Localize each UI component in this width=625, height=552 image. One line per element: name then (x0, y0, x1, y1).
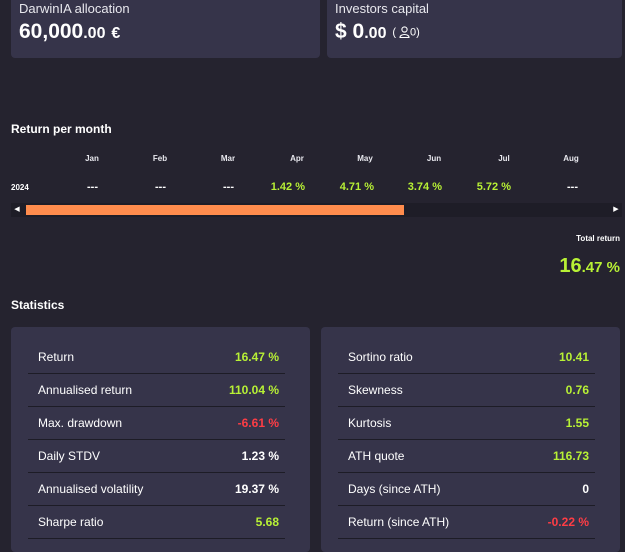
stat-value: 0 (582, 482, 589, 496)
month-header-jul: Jul (498, 154, 510, 163)
investors-count: 0 (409, 26, 417, 39)
investors-card: Investors capital $ 0.00 (0) (327, 0, 622, 58)
total-return-int: 16 (559, 255, 582, 277)
allocation-int: 60,000 (19, 20, 84, 43)
stat-row: Kurtosis 1.55 (338, 407, 595, 440)
total-return-dec: .47 % (581, 259, 620, 276)
scrollbar-thumb[interactable] (26, 205, 404, 215)
stat-value: -0.22 % (547, 515, 589, 529)
stat-label: Days (since ATH) (348, 482, 441, 496)
stat-label: Return (since ATH) (348, 515, 450, 529)
stat-value: 1.55 (565, 416, 589, 430)
stat-label: Annualised return (38, 383, 133, 397)
stat-label: Sortino ratio (348, 350, 413, 364)
month-header-jan: Jan (85, 154, 99, 163)
stat-row: Sharpe ratio 5.68 (28, 506, 285, 539)
horizontal-scrollbar[interactable]: ◀ ▶ (11, 203, 622, 217)
stat-label: Daily STDV (38, 449, 101, 463)
stat-row: Sortino ratio 10.41 (338, 341, 595, 374)
stat-value: 116.73 (552, 449, 589, 463)
investors-count-open: ( (392, 26, 396, 39)
allocation-value: 60,000.00 € (19, 20, 120, 44)
stat-row: Days (since ATH) 0 (338, 473, 595, 506)
allocation-title: DarwinIA allocation (19, 1, 130, 16)
total-return-value: 16.47 % (559, 255, 620, 278)
month-return-jun: 3.74 % (407, 181, 442, 193)
month-return-apr: 1.42 % (270, 181, 305, 193)
scroll-left-icon[interactable]: ◀ (14, 206, 20, 213)
stat-value: -6.61 % (237, 416, 279, 430)
stat-value: 1.23 % (241, 449, 279, 463)
month-header-may: May (357, 154, 373, 163)
stat-label: Skewness (348, 383, 403, 397)
stat-row: Return (since ATH) -0.22 % (338, 506, 595, 539)
stat-label: ATH quote (348, 449, 405, 463)
scroll-right-icon[interactable]: ▶ (613, 206, 619, 213)
stat-row: Daily STDV 1.23 % (28, 440, 285, 473)
investors-int: 0 (352, 20, 365, 43)
stat-label: Kurtosis (348, 416, 392, 430)
statistics-panel-right: Sortino ratio 10.41 Skewness 0.76 Kurtosis 1.… (321, 327, 620, 552)
stat-row: Max. drawdown -6.61 % (28, 407, 285, 440)
stat-label: Return (38, 350, 75, 364)
stat-row: Annualised volatility 19.37 % (28, 473, 285, 506)
returns-title: Return per month (11, 122, 112, 136)
month-header-mar: Mar (220, 154, 236, 163)
user-icon (399, 20, 410, 44)
month-return-feb: --- (155, 181, 166, 193)
allocation-currency: € (111, 25, 121, 42)
stat-row: Skewness 0.76 (338, 374, 595, 407)
stat-value: 16.47 % (234, 350, 279, 364)
statistics-panel-left: Return 16.47 % Annualised return 110.04 % Ma… (11, 327, 310, 552)
stat-row: Annualised return 110.04 % (28, 374, 285, 407)
investors-value: $ 0.00 (0) (335, 20, 420, 44)
month-header-apr: Apr (290, 154, 304, 163)
allocation-dec: .00 (83, 25, 106, 42)
allocation-card: DarwinIA allocation 60,000.00 € (11, 0, 320, 58)
month-header-jun: Jun (426, 154, 442, 163)
year-label: 2024 (11, 183, 29, 192)
stat-label: Annualised volatility (38, 482, 144, 496)
investors-dec: .00 (364, 25, 387, 42)
month-header-feb: Feb (152, 154, 168, 163)
investors-title: Investors capital (335, 1, 429, 16)
stat-value: 110.04 % (228, 383, 279, 397)
investors-count-close: ) (416, 26, 420, 39)
month-return-aug: --- (567, 181, 578, 193)
month-return-may: 4.71 % (339, 181, 374, 193)
month-return-jan: --- (87, 181, 98, 193)
stat-label: Max. drawdown (38, 416, 123, 430)
stat-value: 5.68 (255, 515, 279, 529)
stat-row: Return 16.47 % (28, 341, 285, 374)
statistics-title: Statistics (11, 298, 65, 312)
total-return-label: Total return (576, 234, 620, 243)
month-header-aug: Aug (563, 154, 579, 163)
stat-row: ATH quote 116.73 (338, 440, 595, 473)
stat-label: Sharpe ratio (38, 515, 104, 529)
stat-value: 10.41 (558, 350, 589, 364)
stat-value: 19.37 % (234, 482, 279, 496)
month-return-jul: 5.72 % (476, 181, 511, 193)
stat-value: 0.76 (565, 383, 589, 397)
month-return-mar: --- (223, 181, 234, 193)
investors-currency: $ (335, 20, 347, 43)
